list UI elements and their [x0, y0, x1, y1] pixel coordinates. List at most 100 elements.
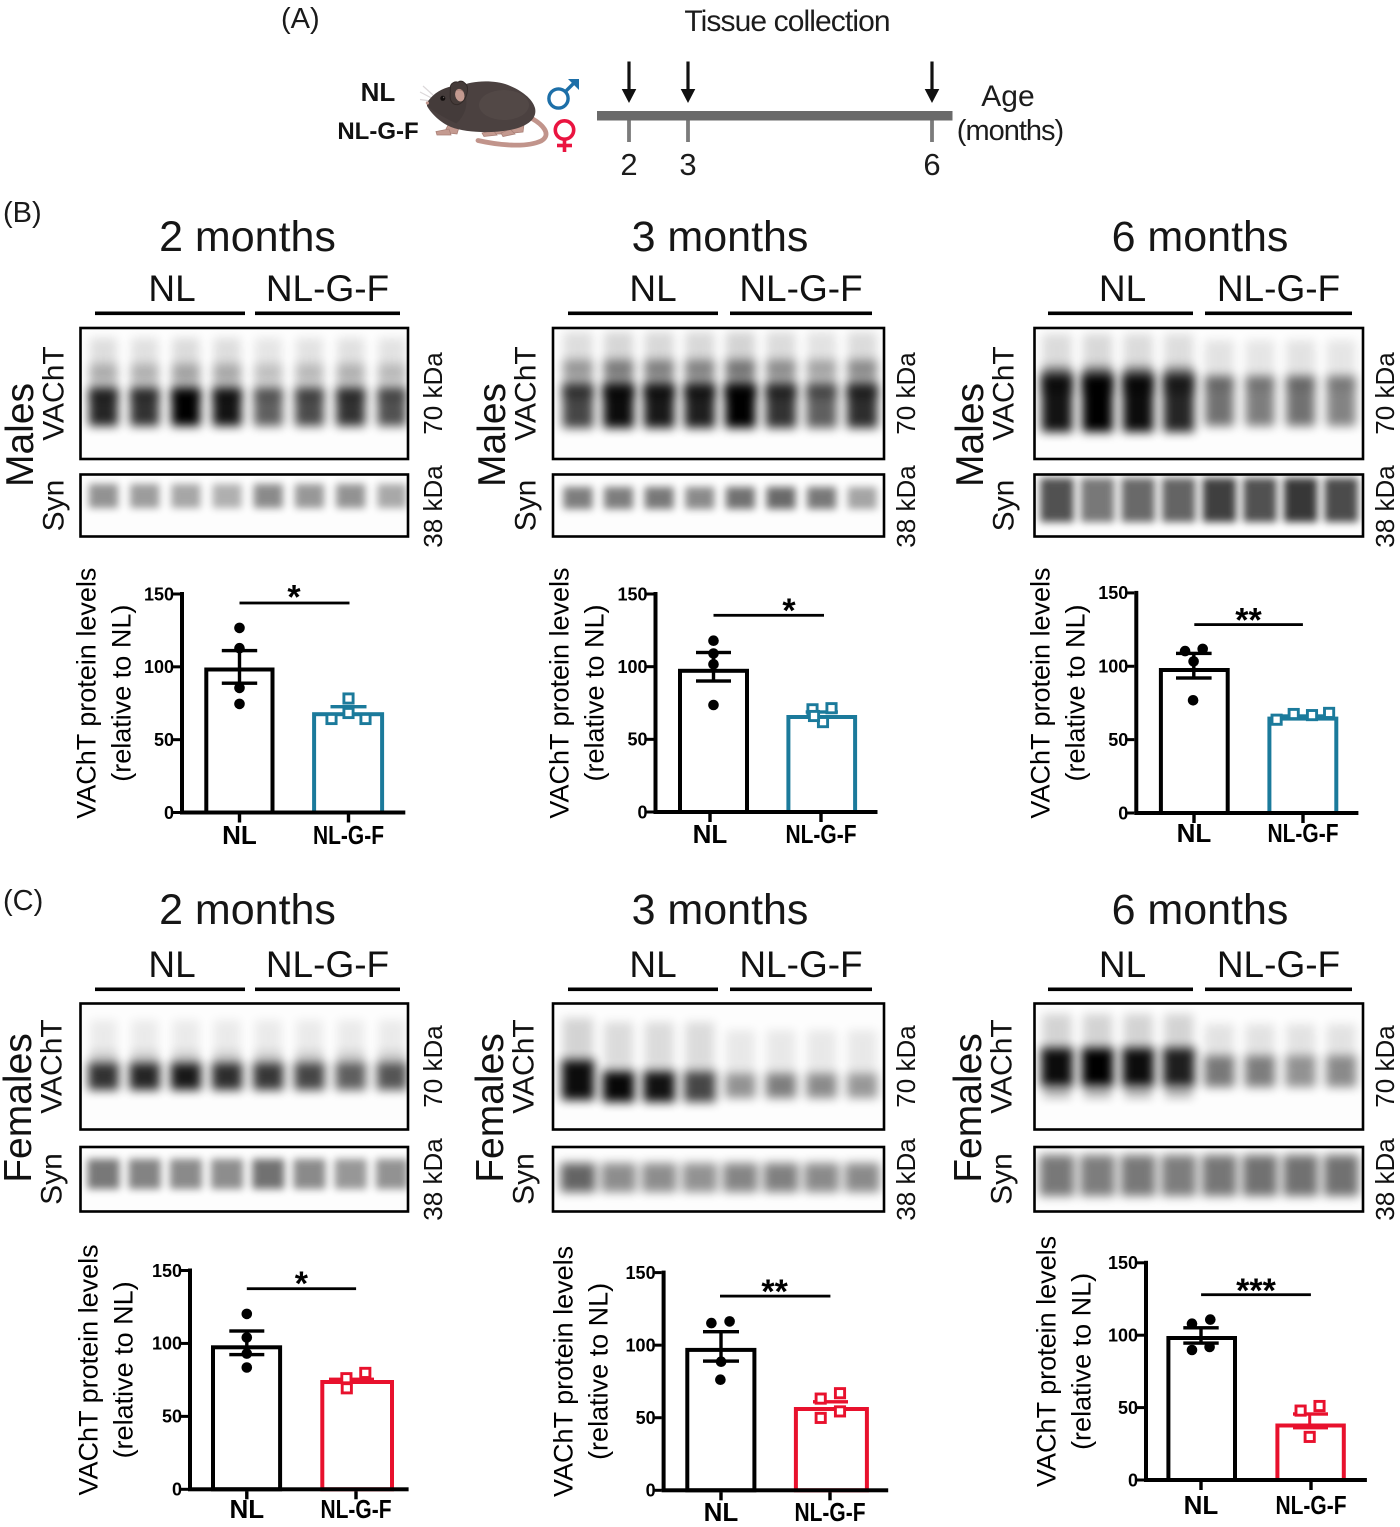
svg-text:NL-G-F: NL-G-F — [1276, 1490, 1347, 1520]
svg-text:NL: NL — [229, 1494, 264, 1522]
svg-text:38 kDa: 38 kDa — [418, 1138, 448, 1221]
svg-text:Syn: Syn — [38, 480, 71, 532]
svg-text:VAChT protein levels: VAChT protein levels — [74, 1244, 104, 1495]
svg-text:Syn: Syn — [508, 1153, 541, 1205]
svg-text:50: 50 — [1118, 1398, 1138, 1418]
svg-text:VAChT: VAChT — [36, 1019, 69, 1113]
svg-text:38 kDa: 38 kDa — [891, 1138, 921, 1221]
svg-text:150: 150 — [1098, 583, 1128, 603]
svg-text:100: 100 — [1108, 1326, 1138, 1346]
svg-text:100: 100 — [626, 1336, 656, 1356]
svg-text:(relative to NL): (relative to NL) — [1061, 604, 1091, 781]
svg-text:70 kDa: 70 kDa — [891, 352, 921, 435]
svg-text:70 kDa: 70 kDa — [418, 1025, 448, 1108]
svg-text:100: 100 — [144, 657, 174, 677]
svg-text:NL-G-F: NL-G-F — [313, 820, 384, 850]
svg-text:3 months: 3 months — [632, 213, 809, 261]
svg-text:38 kDa: 38 kDa — [1370, 1138, 1400, 1221]
svg-text:VAChT protein levels: VAChT protein levels — [549, 1246, 579, 1497]
svg-text:6 months: 6 months — [1112, 886, 1289, 934]
svg-text:0: 0 — [637, 802, 647, 822]
svg-text:NL-G-F: NL-G-F — [1217, 268, 1340, 309]
svg-text:0: 0 — [172, 1480, 182, 1500]
svg-text:NL: NL — [693, 819, 728, 849]
svg-text:VAChT: VAChT — [510, 346, 543, 440]
svg-text:150: 150 — [1108, 1253, 1138, 1273]
svg-text:VAChT protein levels: VAChT protein levels — [1032, 1236, 1062, 1487]
svg-text:Males: Males — [949, 383, 992, 487]
svg-text:**: ** — [761, 1273, 788, 1311]
svg-text:50: 50 — [1108, 730, 1128, 750]
svg-text:2: 2 — [620, 147, 637, 182]
svg-text:Females: Females — [947, 1033, 990, 1183]
svg-text:NL-G-F: NL-G-F — [786, 819, 857, 849]
svg-text:70 kDa: 70 kDa — [418, 352, 448, 435]
svg-text:100: 100 — [617, 657, 647, 677]
svg-text:Age: Age — [981, 80, 1034, 113]
svg-text:150: 150 — [152, 1261, 182, 1281]
svg-text:70 kDa: 70 kDa — [1370, 1025, 1400, 1108]
svg-text:Syn: Syn — [36, 1153, 69, 1205]
svg-text:150: 150 — [626, 1263, 656, 1283]
svg-text:(A): (A) — [281, 3, 320, 35]
svg-text:NL: NL — [148, 268, 195, 309]
svg-text:NL-G-F: NL-G-F — [739, 268, 862, 309]
svg-text:VAChT protein levels: VAChT protein levels — [72, 568, 102, 819]
svg-text:NL-G-F: NL-G-F — [337, 118, 418, 145]
svg-text:100: 100 — [152, 1334, 182, 1354]
svg-text:0: 0 — [1118, 803, 1128, 823]
svg-text:50: 50 — [627, 730, 647, 750]
svg-text:70 kDa: 70 kDa — [1370, 352, 1400, 435]
svg-text:***: *** — [1236, 1272, 1276, 1310]
svg-text:NL: NL — [629, 944, 676, 985]
svg-text:3 months: 3 months — [632, 886, 809, 934]
svg-text:Syn: Syn — [988, 480, 1021, 532]
svg-text:NL-G-F: NL-G-F — [266, 268, 389, 309]
svg-text:VAChT: VAChT — [988, 346, 1021, 440]
svg-text:(months): (months) — [957, 115, 1063, 147]
svg-text:6: 6 — [923, 147, 940, 182]
svg-text:38 kDa: 38 kDa — [1370, 465, 1400, 548]
svg-text:NL: NL — [1099, 944, 1146, 985]
svg-text:70 kDa: 70 kDa — [891, 1025, 921, 1108]
svg-text:**: ** — [1235, 602, 1262, 640]
svg-text:(relative to NL): (relative to NL) — [584, 1283, 614, 1460]
svg-text:NL: NL — [361, 77, 396, 107]
svg-text:*: * — [782, 592, 796, 630]
svg-text:NL: NL — [1184, 1490, 1219, 1520]
svg-text:NL: NL — [629, 268, 676, 309]
svg-text:NL-G-F: NL-G-F — [266, 944, 389, 985]
svg-text:VAChT: VAChT — [508, 1019, 541, 1113]
svg-text:NL-G-F: NL-G-F — [1268, 818, 1339, 848]
svg-text:NL: NL — [704, 1497, 739, 1522]
svg-text:(relative to NL): (relative to NL) — [1067, 1273, 1097, 1450]
svg-text:38 kDa: 38 kDa — [891, 465, 921, 548]
svg-text:(B): (B) — [3, 197, 42, 229]
svg-text:*: * — [295, 1265, 309, 1303]
svg-text:(relative to NL): (relative to NL) — [109, 1281, 139, 1458]
svg-text:Males: Males — [0, 383, 42, 487]
svg-text:NL: NL — [222, 820, 257, 850]
svg-text:(relative to NL): (relative to NL) — [580, 604, 610, 781]
svg-text:Females: Females — [469, 1033, 512, 1183]
svg-text:100: 100 — [1098, 657, 1128, 677]
svg-text:VAChT: VAChT — [38, 346, 71, 440]
svg-text:50: 50 — [162, 1407, 182, 1427]
svg-text:Syn: Syn — [510, 480, 543, 532]
svg-text:50: 50 — [154, 730, 174, 750]
svg-text:(relative to NL): (relative to NL) — [107, 605, 137, 782]
svg-text:NL-G-F: NL-G-F — [795, 1497, 866, 1522]
svg-text:*: * — [287, 579, 301, 617]
svg-text:Syn: Syn — [986, 1153, 1019, 1205]
svg-text:NL-G-F: NL-G-F — [321, 1494, 392, 1522]
svg-text:Females: Females — [0, 1033, 40, 1183]
svg-text:38 kDa: 38 kDa — [418, 465, 448, 548]
svg-text:NL-G-F: NL-G-F — [739, 944, 862, 985]
svg-text:(C): (C) — [3, 885, 43, 917]
svg-text:Tissue collection: Tissue collection — [684, 5, 889, 38]
svg-text:NL: NL — [1177, 818, 1212, 848]
svg-text:2 months: 2 months — [159, 213, 336, 261]
svg-text:VAChT protein levels: VAChT protein levels — [1026, 567, 1056, 818]
svg-text:Males: Males — [471, 383, 514, 487]
svg-text:VAChT: VAChT — [986, 1019, 1019, 1113]
